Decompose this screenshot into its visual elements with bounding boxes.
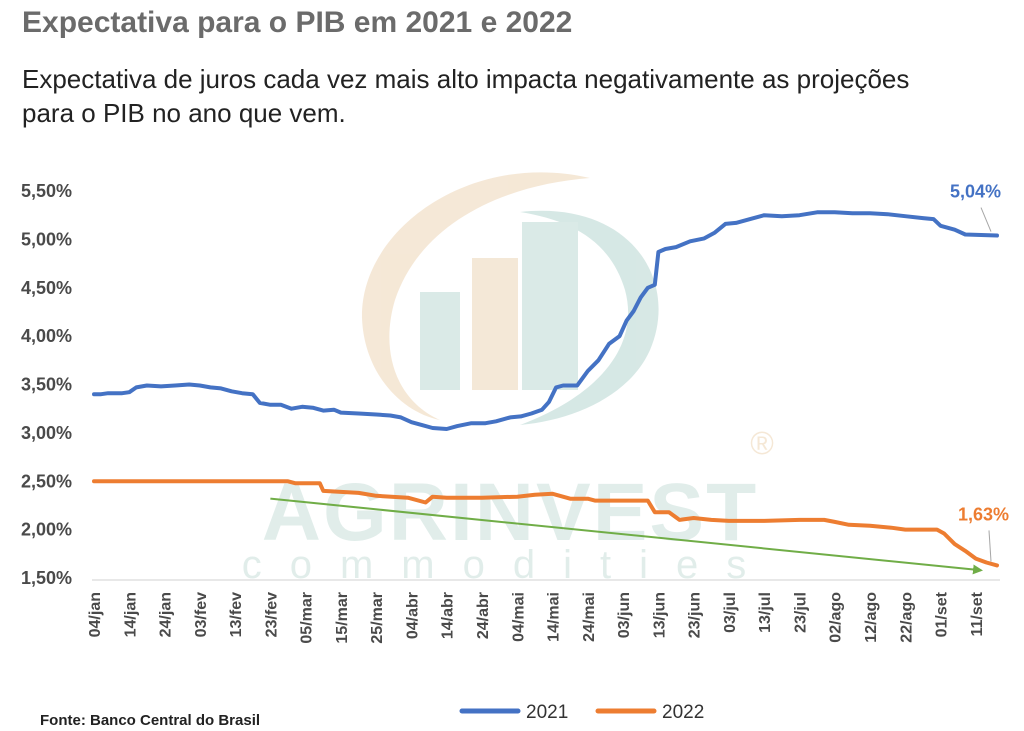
- x-tick-label: 23/jun: [687, 592, 704, 638]
- x-tick-label: 03/jun: [616, 592, 633, 638]
- y-tick-label: 4,00%: [21, 326, 72, 346]
- trend-arrow: [270, 497, 983, 575]
- watermark-registered: ®: [750, 425, 774, 461]
- watermark-brand: AGRINVEST: [262, 467, 758, 558]
- annotation-leader: [980, 207, 992, 232]
- x-tick-label: 24/mai: [581, 592, 598, 642]
- x-tick-label: 23/fev: [263, 592, 280, 637]
- x-tick-label: 13/fev: [228, 592, 245, 637]
- y-tick-label: 3,00%: [21, 423, 72, 443]
- logo-bar-icon: [472, 258, 518, 390]
- agrinvest-logo-watermark: AGRINVEST commodities ®: [242, 172, 774, 587]
- trend-arrow-line: [270, 497, 983, 575]
- x-tick-label: 15/mar: [334, 592, 351, 644]
- series-line-2021: [92, 210, 999, 431]
- x-tick-label: 01/set: [934, 591, 951, 637]
- x-tick-label: 11/set: [969, 591, 986, 636]
- y-axis: 1,50% 2,00% 2,50% 3,00% 3,50% 4,00% 4,50% 5,00%…: [21, 181, 72, 588]
- y-tick-label: 1,50%: [21, 568, 72, 588]
- logo-arc-icon: [520, 210, 659, 425]
- end-value-label-2021: 5,04%: [950, 182, 1001, 202]
- series-line-2022: [92, 479, 999, 568]
- y-tick-label: 2,50%: [21, 471, 72, 491]
- x-tick-label: 25/mar: [369, 592, 386, 644]
- chart-legend: 2021 2022: [459, 702, 704, 723]
- x-tick-label: 22/ago: [898, 592, 915, 643]
- source-note: Fonte: Banco Central do Brasil: [40, 712, 261, 729]
- y-tick-label: 4,50%: [21, 278, 72, 298]
- logo-bar-icon: [522, 222, 578, 390]
- end-value-annotations: 5,04% 1,63%: [950, 182, 1009, 562]
- x-tick-label: 04/mai: [510, 592, 527, 642]
- x-tick-label: 23/jul: [792, 592, 809, 633]
- y-tick-label: 5,00%: [21, 229, 72, 249]
- y-tick-label: 5,50%: [21, 181, 72, 201]
- annotation-leader: [988, 530, 992, 562]
- gdp-line-chart: AGRINVEST commodities ® 1,50% 2,00% 2,50% 3…: [21, 172, 1009, 723]
- x-tick-label: 02/ago: [828, 592, 845, 643]
- x-tick-label: 13/jul: [757, 592, 774, 633]
- x-tick-label: 05/mar: [299, 592, 316, 644]
- logo-bar-icon: [420, 292, 460, 390]
- x-tick-label: 24/jan: [158, 592, 175, 637]
- legend-label-2022: 2022: [662, 702, 704, 723]
- x-tick-label: 14/mai: [546, 592, 563, 642]
- page-subtitle: Expectativa de juros cada vez mais alto …: [22, 64, 910, 128]
- x-tick-label: 04/abr: [404, 592, 421, 639]
- x-tick-label: 03/jul: [722, 592, 739, 633]
- x-tick-label: 13/jun: [651, 592, 668, 638]
- x-tick-label: 14/abr: [440, 592, 457, 639]
- x-tick-label: 24/abr: [475, 592, 492, 639]
- y-tick-label: 3,50%: [21, 375, 72, 395]
- end-value-label-2022: 1,63%: [958, 504, 1009, 524]
- x-tick-label: 04/jan: [87, 592, 104, 637]
- logo-swoosh-icon: [361, 172, 590, 420]
- x-tick-label: 12/ago: [863, 592, 880, 643]
- legend-label-2021: 2021: [526, 702, 568, 723]
- page-title: Expectativa para o PIB em 2021 e 2022: [22, 6, 573, 39]
- x-axis: 04/jan 14/jan 24/jan 03/fev 13/fev 23/fev 05/m…: [87, 591, 986, 643]
- series-layer: [92, 210, 999, 568]
- y-tick-label: 2,00%: [21, 520, 72, 540]
- x-tick-label: 14/jan: [122, 592, 139, 637]
- x-tick-label: 03/fev: [193, 592, 210, 637]
